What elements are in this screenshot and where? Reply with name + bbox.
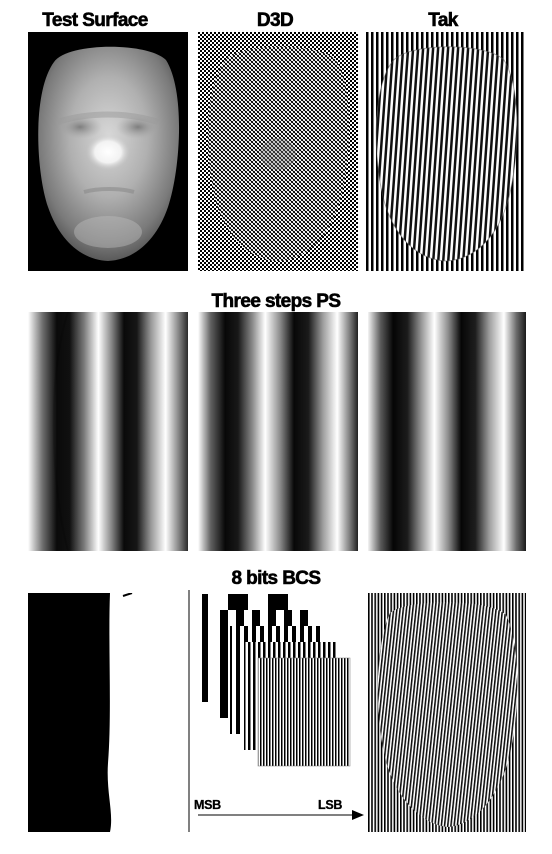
axis-label-msb: MSB	[194, 798, 221, 812]
panel-bcs-result	[368, 593, 526, 832]
axis-label-lsb: LSB	[318, 798, 343, 812]
face-depth-image	[28, 32, 188, 271]
title-test-surface: Test Surface	[42, 10, 149, 32]
title-tak: Tak	[428, 10, 459, 32]
panel-ps-step-2	[198, 312, 358, 551]
panel-ps-step-1	[28, 312, 188, 551]
ps-sinusoid-pattern	[198, 312, 358, 551]
ps-sinusoid-pattern	[368, 312, 526, 551]
bitplane-stack-graphic	[188, 590, 364, 832]
panel-test-surface	[28, 32, 188, 271]
panel-tak	[366, 32, 526, 271]
title-d3d: D3D	[256, 10, 294, 32]
tak-fringe-pattern	[366, 32, 526, 271]
bcs-bitplane-stack	[188, 590, 364, 832]
panel-ps-step-3	[368, 312, 526, 551]
panel-bcs-msb	[28, 593, 188, 832]
panel-d3d	[198, 32, 358, 271]
title-three-steps-ps: Three steps PS	[211, 291, 341, 313]
title-8-bits-bcs: 8 bits BCS	[231, 568, 321, 590]
d3d-checker-pattern	[198, 32, 358, 271]
bcs-msb-binary-pattern	[28, 593, 133, 832]
ps-sinusoid-pattern	[28, 312, 188, 551]
bcs-fine-fringe-pattern	[368, 593, 526, 832]
